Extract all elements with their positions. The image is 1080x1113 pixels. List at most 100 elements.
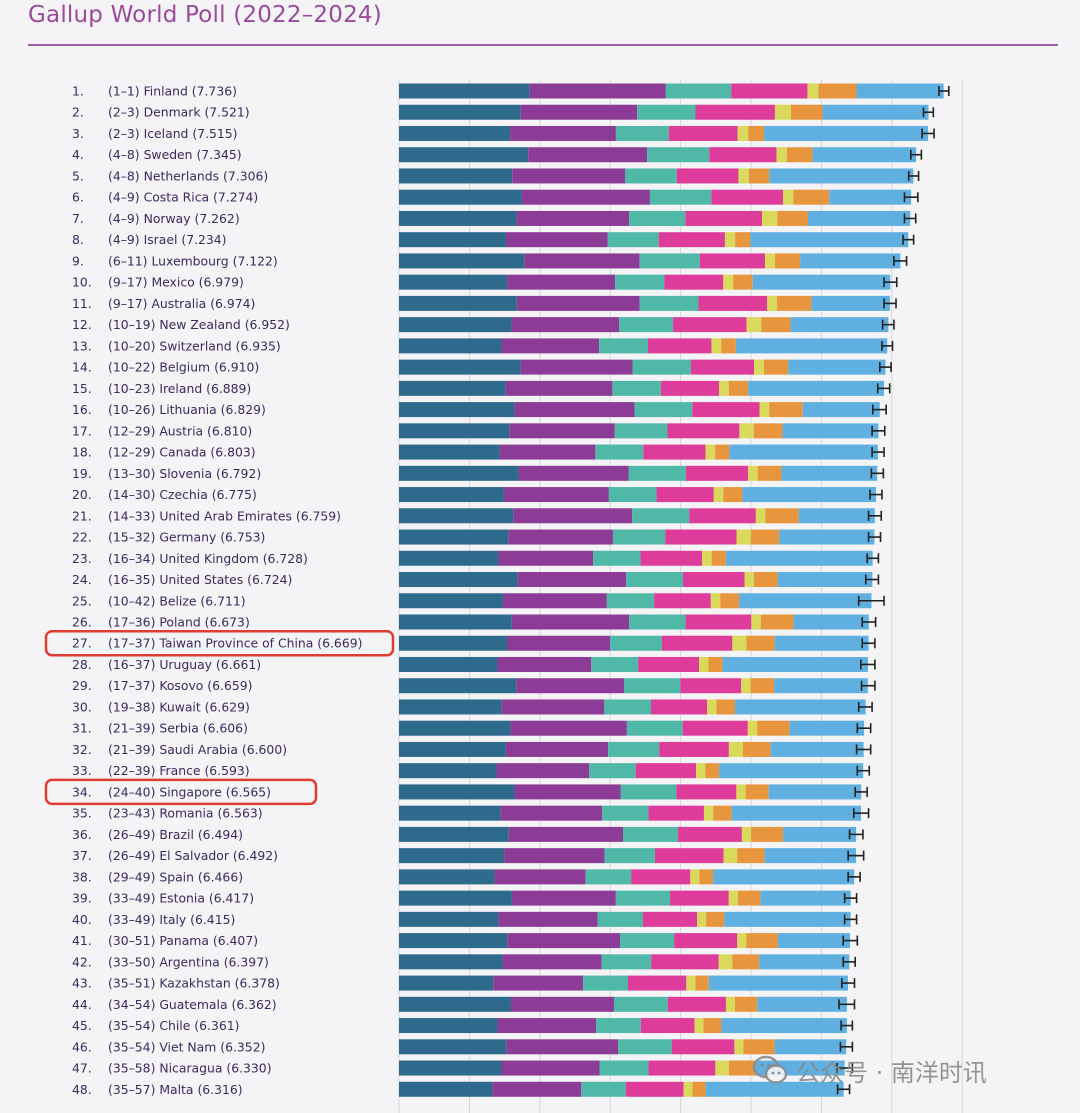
bar-segment (399, 274, 508, 290)
country-label: (34–54) Guatemala (6.362) (108, 997, 277, 1012)
error-bar (861, 617, 877, 627)
bar-segment (742, 741, 771, 757)
error-bar (883, 277, 898, 288)
country-label: (29–49) Spain (6.466) (108, 869, 243, 884)
table-row: 21. (14–33) United Arab Emirates (6.759) (72, 508, 883, 524)
bar-segment (615, 890, 671, 906)
bar-segment (760, 614, 794, 630)
bar-segment (735, 232, 751, 248)
bar-segment (737, 848, 765, 864)
bar-segment (723, 274, 734, 290)
bar-segment (399, 954, 503, 970)
bar-segment (520, 359, 633, 375)
bar-segment (767, 295, 778, 311)
table-row: 42. (33–50) Argentina (6.397) (72, 954, 856, 970)
bar-segment (721, 338, 736, 354)
bar-segment (619, 317, 674, 333)
error-bar (836, 1084, 851, 1095)
bar-segment (807, 210, 911, 226)
rank-label: 2. (72, 105, 84, 120)
country-label: (9–17) Australia (6.974) (108, 296, 255, 311)
error-bar (881, 319, 895, 330)
rank-label: 31. (72, 721, 92, 736)
bar-segment (516, 295, 640, 311)
bar-segment (659, 741, 729, 757)
error-bar (922, 107, 935, 118)
rank-label: 10. (72, 275, 92, 290)
rank-label: 7. (72, 211, 84, 226)
bar-segment (608, 487, 657, 503)
bar-segment (500, 805, 603, 821)
bar-segment (746, 933, 778, 949)
table-row: 32. (21–39) Saudi Arabia (6.600) (72, 741, 872, 757)
rank-label: 18. (72, 445, 92, 460)
table-row: 45. (35–54) Chile (6.361) (72, 1018, 854, 1034)
bar-segment (502, 593, 607, 609)
bar-segment (741, 826, 752, 842)
bar-segment (723, 487, 743, 503)
rank-label: 13. (72, 338, 92, 353)
bar-segment (612, 529, 666, 545)
bar-segment (765, 508, 799, 524)
bar-segment (597, 911, 643, 927)
bar-segment (698, 295, 768, 311)
bar-segment (777, 210, 808, 226)
rank-label: 8. (72, 232, 84, 247)
bar-segment (733, 274, 753, 290)
bar-segment (724, 232, 736, 248)
watermark: 公众号 · 南洋时讯 (752, 1052, 987, 1088)
country-label: (1–1) Finland (7.736) (108, 84, 237, 99)
bar-segment (399, 890, 512, 906)
country-label: (17–36) Poland (6.673) (108, 615, 250, 630)
highlight-box (44, 778, 318, 806)
bar-segment (731, 805, 862, 821)
bar-segment (734, 1039, 744, 1055)
bar-segment (734, 996, 758, 1012)
bar-segment (596, 1018, 641, 1034)
bar-segment (761, 210, 778, 226)
bar-segment (399, 805, 501, 821)
bar-segment (782, 423, 879, 439)
bar-segment (399, 423, 510, 439)
bar-segment (499, 444, 596, 460)
bar-segment (501, 338, 600, 354)
bar-segment (689, 508, 756, 524)
bar-segment (759, 954, 850, 970)
bar-segment (790, 104, 823, 120)
table-row: 41. (30–51) Panama (6.407) (72, 933, 859, 949)
bar-segment (640, 1018, 695, 1034)
bar-segment (638, 656, 700, 672)
title-divider (28, 44, 1058, 46)
country-label: (14–33) United Arab Emirates (6.759) (108, 508, 341, 523)
bar-segment (759, 402, 770, 418)
bar-segment (737, 890, 761, 906)
error-bar (938, 86, 950, 96)
bar-segment (505, 380, 613, 396)
table-row: 3. (2–3) Iceland (7.515) (72, 126, 935, 141)
country-label: (4–9) Norway (7.262) (108, 211, 240, 226)
error-bar (910, 149, 923, 160)
bar-segment (399, 487, 504, 503)
country-label: (33–50) Argentina (6.397) (108, 954, 269, 969)
bar-segment (711, 550, 726, 566)
country-label: (12–29) Canada (6.803) (108, 445, 256, 460)
country-label: (2–3) Denmark (7.521) (108, 105, 250, 120)
table-row: 35. (23–43) Romania (6.563) (72, 805, 870, 821)
bar-segment (699, 253, 766, 269)
bar-segment (399, 572, 518, 588)
bar-segment (671, 1039, 735, 1055)
error-bar (870, 468, 885, 479)
bar-segment (757, 996, 847, 1012)
bar-segment (705, 1081, 844, 1097)
error-bar (839, 1041, 854, 1052)
bar-segment (705, 763, 720, 779)
bar-segment (651, 699, 708, 715)
bar-segment (793, 614, 869, 630)
rank-label: 33. (72, 763, 92, 778)
bar-segment (618, 1039, 672, 1055)
bar-segment (708, 656, 723, 672)
bar-segment (510, 720, 627, 736)
bar-segment (399, 678, 517, 694)
bar-segment (595, 444, 644, 460)
bar-segment (793, 189, 830, 205)
